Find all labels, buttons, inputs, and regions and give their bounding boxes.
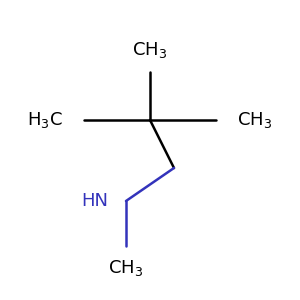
Text: CH$_3$: CH$_3$	[108, 258, 144, 278]
Text: CH$_3$: CH$_3$	[132, 40, 168, 60]
Text: H$_3$C: H$_3$C	[27, 110, 63, 130]
Text: HN: HN	[81, 192, 108, 210]
Text: CH$_3$: CH$_3$	[237, 110, 272, 130]
